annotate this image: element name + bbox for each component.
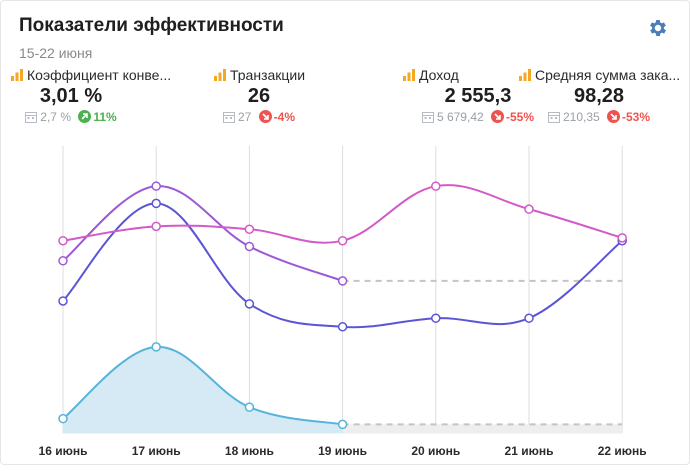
x-tick-label: 19 июнь <box>318 444 367 458</box>
kpi-label: Транзакции <box>230 67 306 83</box>
series-conversion-rate-point <box>151 181 161 191</box>
series-transactions-point <box>151 198 161 209</box>
chart-svg: 16 июнь 17 июнь 18 июнь 19 июнь 20 июнь 21 ию… <box>39 146 647 458</box>
kpi-change: -55% <box>506 110 535 124</box>
kpi-value: 2 555,3 <box>444 85 512 107</box>
series-conversion-rate-line <box>62 185 343 282</box>
series-transactions-point <box>431 313 441 323</box>
series-revenue-point <box>58 413 68 424</box>
kpi-comparison: 27 -4% <box>179 110 339 126</box>
x-tick-label: 18 июнь <box>225 444 274 458</box>
series-revenue-point <box>151 342 161 352</box>
series-average-order-point <box>244 224 255 234</box>
kpi-change: -4% <box>273 110 296 124</box>
kpi-label: Доход <box>419 67 459 83</box>
kpi-previous-value: 5 679,42 <box>436 110 484 124</box>
x-tick-label: 22 июнь <box>598 444 647 458</box>
kpi-value: 98,28 <box>573 85 625 107</box>
kpi-previous-value: 210,35 <box>562 110 600 124</box>
x-tick-label: 21 июнь <box>505 444 554 458</box>
series-conversion-rate-point <box>337 276 348 286</box>
kpi-previous-value: 27 <box>237 110 252 124</box>
arrow-down-icon <box>258 110 272 123</box>
series-average-order-point <box>431 181 441 191</box>
kpi-label: Коэффициент конве... <box>27 67 171 83</box>
series-revenue-area <box>63 346 343 433</box>
kpi-comparison: 2,7 % 11% <box>0 110 151 126</box>
x-tick-label: 16 июнь <box>39 444 88 458</box>
series-conversion-rate-point <box>58 256 68 266</box>
bar-chart-icon <box>519 68 531 81</box>
series-transactions-point <box>244 299 255 309</box>
x-tick-label: 17 июнь <box>132 444 181 458</box>
calendar-icon <box>222 111 235 126</box>
arrow-down-icon <box>491 110 505 123</box>
bar-chart-icon <box>403 68 415 81</box>
calendar-icon <box>547 111 560 126</box>
series-revenue-line <box>62 345 343 426</box>
series-transactions-point <box>337 322 348 332</box>
performance-chart: 16 июнь 17 июнь 18 июнь 19 июнь 20 июнь 21 ию… <box>1 136 690 466</box>
kpi-change: 11% <box>93 110 117 124</box>
kpi-comparison: 210,35 -53% <box>519 110 679 126</box>
kpi-label: Средняя сумма зака... <box>535 67 679 83</box>
gear-icon[interactable] <box>647 17 669 39</box>
series-revenue-point <box>337 419 348 430</box>
date-range: 15-22 июня <box>19 45 93 61</box>
widget-title: Показатели эффективности <box>19 15 284 36</box>
arrow-up-icon <box>78 110 92 123</box>
calendar-icon <box>421 111 434 126</box>
series-average-order-point <box>617 233 627 243</box>
kpi-comparison: 5 679,42 -55% <box>398 110 558 126</box>
series-transactions-point <box>58 296 68 306</box>
calendar-icon <box>25 111 38 126</box>
bar-chart-icon <box>11 68 23 81</box>
kpi-value: 3,01 % <box>39 85 103 107</box>
series-revenue-point <box>244 402 255 412</box>
series-average-order-point <box>337 235 348 246</box>
series-transactions-point <box>524 313 534 323</box>
series-average-order-point <box>58 235 68 246</box>
x-tick-label: 20 июнь <box>411 444 460 458</box>
series-average-order-point <box>524 204 534 214</box>
area-placeholder <box>342 424 623 433</box>
arrow-down-icon <box>607 110 621 123</box>
series-conversion-rate-point <box>244 241 255 252</box>
bar-chart-icon <box>214 68 226 81</box>
kpi-previous-value: 2,7 % <box>40 110 71 124</box>
kpi-change: -53% <box>622 110 651 124</box>
series-average-order-point <box>151 221 161 232</box>
kpi-value: 26 <box>247 85 271 107</box>
